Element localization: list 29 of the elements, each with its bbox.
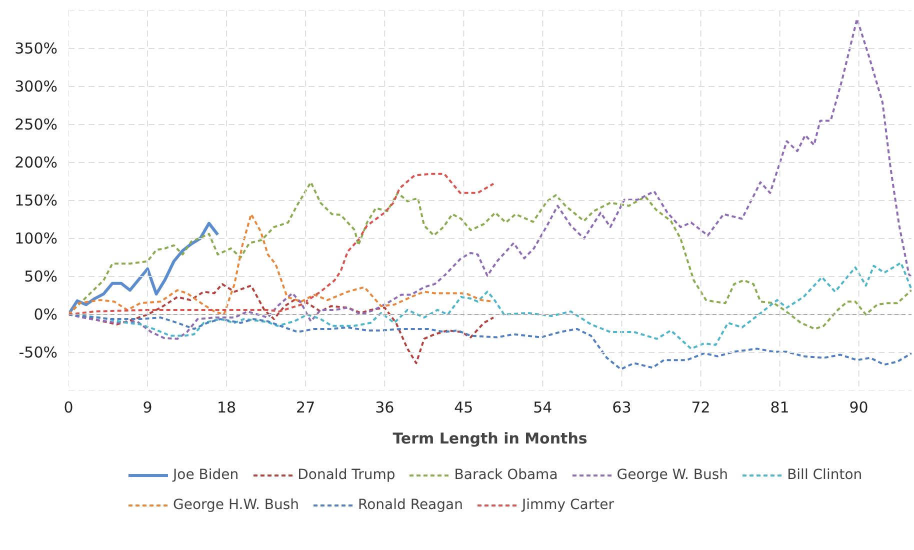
x-tick-label: 72 bbox=[691, 398, 710, 416]
x-tick-label: 90 bbox=[849, 398, 868, 416]
x-axis-title: Term Length in Months bbox=[392, 430, 588, 448]
y-tick-label: -50% bbox=[18, 344, 58, 362]
x-tick-label: 0 bbox=[64, 398, 74, 416]
legend-label: George W. Bush bbox=[616, 466, 728, 484]
x-tick-label: 63 bbox=[612, 398, 632, 416]
y-tick-label: 250% bbox=[14, 116, 58, 134]
y-tick-label: 100% bbox=[14, 230, 58, 248]
x-tick-label: 81 bbox=[770, 398, 790, 416]
x-tick-label: 36 bbox=[375, 398, 394, 416]
x-tick-label: 27 bbox=[296, 398, 316, 416]
x-tick-label: 45 bbox=[454, 398, 474, 416]
x-tick-label: 18 bbox=[217, 398, 236, 416]
y-tick-label: 50% bbox=[24, 268, 58, 286]
legend-label: Bill Clinton bbox=[787, 466, 862, 484]
x-tick-label: 54 bbox=[533, 398, 552, 416]
legend-label: Jimmy Carter bbox=[522, 496, 614, 514]
legend-label: Joe Biden bbox=[173, 466, 239, 484]
y-tick-label: 350% bbox=[14, 40, 58, 58]
y-tick-label: 200% bbox=[14, 154, 58, 172]
y-tick-label: 150% bbox=[14, 192, 58, 210]
y-tick-label: 300% bbox=[14, 78, 58, 96]
legend-label: Donald Trump bbox=[298, 466, 396, 484]
legend-label: Barack Obama bbox=[454, 466, 558, 484]
y-tick-label: 0% bbox=[34, 306, 58, 324]
x-tick-label: 9 bbox=[142, 398, 152, 416]
legend-label: Ronald Reagan bbox=[358, 496, 463, 514]
legend-label: George H.W. Bush bbox=[173, 496, 299, 514]
